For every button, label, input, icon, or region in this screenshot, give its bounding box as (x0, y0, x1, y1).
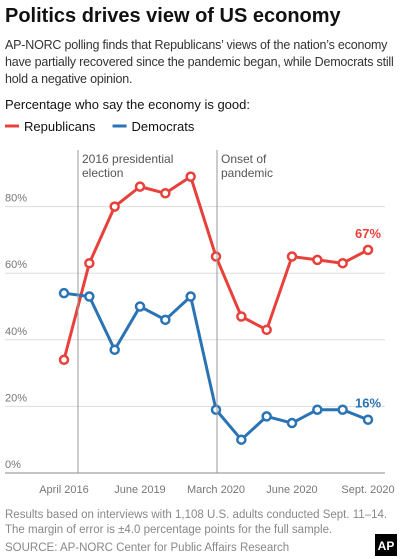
y-tick-label: 0% (5, 459, 21, 471)
y-tick-label: 80% (5, 193, 27, 205)
data-point (134, 181, 146, 192)
data-point (236, 434, 247, 445)
subtitle-line: have partially recovered since the pande… (5, 55, 394, 69)
data-point (84, 257, 95, 269)
annotation: Onset of (221, 152, 267, 166)
data-point (160, 188, 171, 199)
data-point (58, 287, 70, 299)
data-label: 67% (355, 226, 381, 241)
data-point (134, 301, 146, 312)
series-line (63, 291, 369, 442)
data-point (185, 171, 196, 182)
data-point (337, 257, 348, 269)
source: SOURCE: AP-NORC Center for Public Affair… (5, 542, 289, 554)
data-point (185, 291, 196, 302)
note: Results based on interviews with 1,108 U… (5, 509, 387, 521)
data-label: 16% (355, 396, 381, 411)
y-tick-label: 40% (5, 326, 27, 338)
x-tick-label: March 2020 (187, 484, 245, 496)
data-point (261, 324, 272, 336)
data-point (286, 417, 298, 429)
y-tick-label: 20% (5, 392, 27, 404)
annotation: 2016 presidential (82, 152, 173, 166)
data-point (58, 354, 70, 366)
series-line (62, 175, 369, 361)
data-point (362, 414, 374, 425)
data-point (286, 251, 298, 262)
plot-area: 0% 20% 40% 60% 80% April 2016 June 2019 March 2… (5, 171, 395, 496)
y-axis-label: Percentage who say the economy is good: (5, 97, 250, 112)
legend: Republicans Democrats (5, 119, 195, 134)
x-tick-label: June 2020 (266, 484, 317, 496)
chart-title: Politics drives view of US economy (5, 5, 342, 27)
annotation: election (82, 166, 123, 180)
data-point (261, 411, 272, 422)
subtitle-line: hold a negative opinion. (5, 72, 132, 86)
data-point (84, 291, 95, 302)
annotation: pandemic (221, 166, 273, 180)
data-point (312, 254, 323, 266)
data-point (236, 311, 247, 322)
data-point (210, 251, 222, 262)
note: The margin of error is ±4.0 percentage p… (5, 524, 332, 536)
data-point (109, 344, 120, 356)
x-tick-label: April 2016 (39, 484, 89, 496)
data-point (337, 404, 348, 415)
ap-logo-text: AP (378, 539, 395, 553)
data-point (362, 244, 374, 256)
legend-label: Republicans (24, 119, 96, 134)
ap-logo (375, 534, 397, 556)
data-point (160, 314, 171, 326)
legend-label: Democrats (132, 119, 195, 134)
x-tick-label: June 2019 (114, 484, 165, 496)
y-tick-label: 60% (5, 259, 27, 271)
x-tick-label: Sept. 2020 (341, 484, 394, 496)
subtitle-line: AP-NORC polling finds that Republicans’ … (5, 38, 388, 52)
data-point (210, 404, 222, 415)
data-point (312, 404, 323, 415)
data-point (109, 201, 120, 212)
